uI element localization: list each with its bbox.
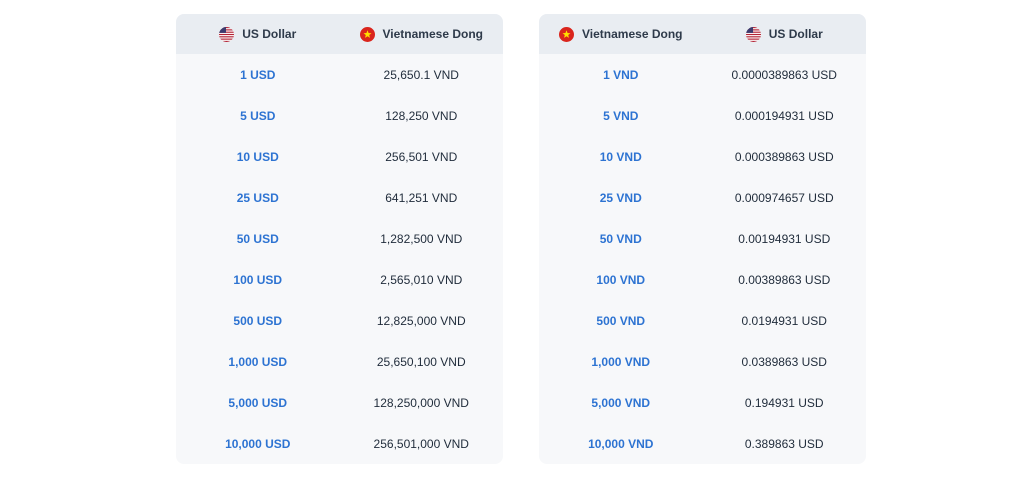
converted-value: 0.00194931 USD	[738, 231, 831, 246]
table-row: 100 USD 2,565,010 VND	[176, 259, 503, 300]
amount-link[interactable]: 500 VND	[596, 313, 646, 328]
usd-to-vnd-table: US Dollar Vietnamese Dong 1 USD 25,650.1 …	[176, 14, 503, 464]
table-row: 50 VND 0.00194931 USD	[539, 218, 866, 259]
amount-link[interactable]: 1 VND	[603, 67, 639, 82]
converted-value: 0.000974657 USD	[734, 190, 834, 205]
table-row: 1,000 VND 0.0389863 USD	[539, 341, 866, 382]
vn-flag-icon	[559, 26, 574, 42]
amount-link[interactable]: 100 USD	[233, 272, 283, 287]
converted-value: 0.00389863 USD	[738, 272, 831, 287]
table-row: 1 USD 25,650.1 VND	[176, 54, 503, 95]
table-row: 10 USD 256,501 VND	[176, 136, 503, 177]
converted-value: 0.000194931 USD	[734, 108, 834, 123]
amount-link[interactable]: 10 USD	[236, 149, 279, 164]
amount-link[interactable]: 25 VND	[599, 190, 642, 205]
table-row: 500 USD 12,825,000 VND	[176, 300, 503, 341]
converted-value: 25,650,100 VND	[376, 354, 466, 369]
us-flag-icon	[219, 26, 235, 42]
table-row: 5 USD 128,250 VND	[176, 95, 503, 136]
table-row: 100 VND 0.00389863 USD	[539, 259, 866, 300]
converted-value: 128,250,000 VND	[373, 395, 469, 410]
amount-link[interactable]: 500 USD	[233, 313, 283, 328]
vnd-to-usd-table: Vietnamese Dong US Do	[539, 14, 866, 464]
header-label: Vietnamese Dong	[582, 27, 683, 41]
converted-value: 2,565,010 VND	[380, 272, 463, 287]
converted-value: 0.0000389863 USD	[731, 67, 837, 82]
converted-value: 256,501 VND	[385, 149, 458, 164]
converted-value: 0.0389863 USD	[741, 354, 827, 369]
header-us-dollar: US Dollar	[703, 14, 867, 54]
amount-link[interactable]: 50 VND	[599, 231, 642, 246]
table-row: 5 VND 0.000194931 USD	[539, 95, 866, 136]
converted-value: 0.194931 USD	[744, 395, 824, 410]
converted-value: 0.0194931 USD	[741, 313, 827, 328]
table-row: 500 VND 0.0194931 USD	[539, 300, 866, 341]
table-row: 10,000 VND 0.389863 USD	[539, 423, 866, 464]
amount-link[interactable]: 10,000 USD	[225, 436, 291, 451]
converted-value: 256,501,000 VND	[373, 436, 469, 451]
converted-value: 0.389863 USD	[744, 436, 824, 451]
table-row: 1,000 USD 25,650,100 VND	[176, 341, 503, 382]
amount-link[interactable]: 1,000 VND	[591, 354, 651, 369]
amount-link[interactable]: 5,000 USD	[228, 395, 288, 410]
header-vietnamese-dong: Vietnamese Dong	[340, 14, 504, 54]
converted-value: 128,250 VND	[385, 108, 458, 123]
amount-link[interactable]: 50 USD	[236, 231, 279, 246]
vnd-to-usd-rows: 1 VND 0.0000389863 USD 5 VND 0.000194931 US…	[539, 54, 866, 464]
converted-value: 641,251 VND	[385, 190, 458, 205]
table-row: 50 USD 1,282,500 VND	[176, 218, 503, 259]
converted-value: 1,282,500 VND	[380, 231, 463, 246]
amount-link[interactable]: 5,000 VND	[591, 395, 651, 410]
amount-link[interactable]: 5 USD	[240, 108, 276, 123]
table-row: 10 VND 0.000389863 USD	[539, 136, 866, 177]
converted-value: 25,650.1 VND	[383, 67, 459, 82]
amount-link[interactable]: 25 USD	[236, 190, 279, 205]
usd-to-vnd-rows: 1 USD 25,650.1 VND 5 USD 128,250 VND 10 USD 2…	[176, 54, 503, 464]
vn-flag-icon	[359, 26, 375, 42]
amount-link[interactable]: 10 VND	[599, 149, 642, 164]
table-row: 25 VND 0.000974657 USD	[539, 177, 866, 218]
usd-to-vnd-table-header: US Dollar Vietnamese Dong	[176, 14, 503, 54]
amount-link[interactable]: 100 VND	[596, 272, 646, 287]
amount-link[interactable]: 1 USD	[240, 67, 276, 82]
table-row: 5,000 VND 0.194931 USD	[539, 382, 866, 423]
amount-link[interactable]: 10,000 VND	[588, 436, 654, 451]
header-vietnamese-dong: Vietnamese Dong	[539, 14, 703, 54]
header-label: US Dollar	[768, 27, 823, 41]
converted-value: 12,825,000 VND	[376, 313, 466, 328]
table-row: 5,000 USD 128,250,000 VND	[176, 382, 503, 423]
table-row: 10,000 USD 256,501,000 VND	[176, 423, 503, 464]
us-flag-icon	[745, 26, 761, 42]
header-label: US Dollar	[242, 27, 297, 41]
converted-value: 0.000389863 USD	[734, 149, 834, 164]
table-row: 25 USD 641,251 VND	[176, 177, 503, 218]
vnd-to-usd-table-header: Vietnamese Dong US Do	[539, 14, 866, 54]
header-label: Vietnamese Dong	[382, 27, 483, 41]
header-us-dollar: US Dollar	[176, 14, 340, 54]
amount-link[interactable]: 5 VND	[603, 108, 639, 123]
table-row: 1 VND 0.0000389863 USD	[539, 54, 866, 95]
amount-link[interactable]: 1,000 USD	[228, 354, 288, 369]
